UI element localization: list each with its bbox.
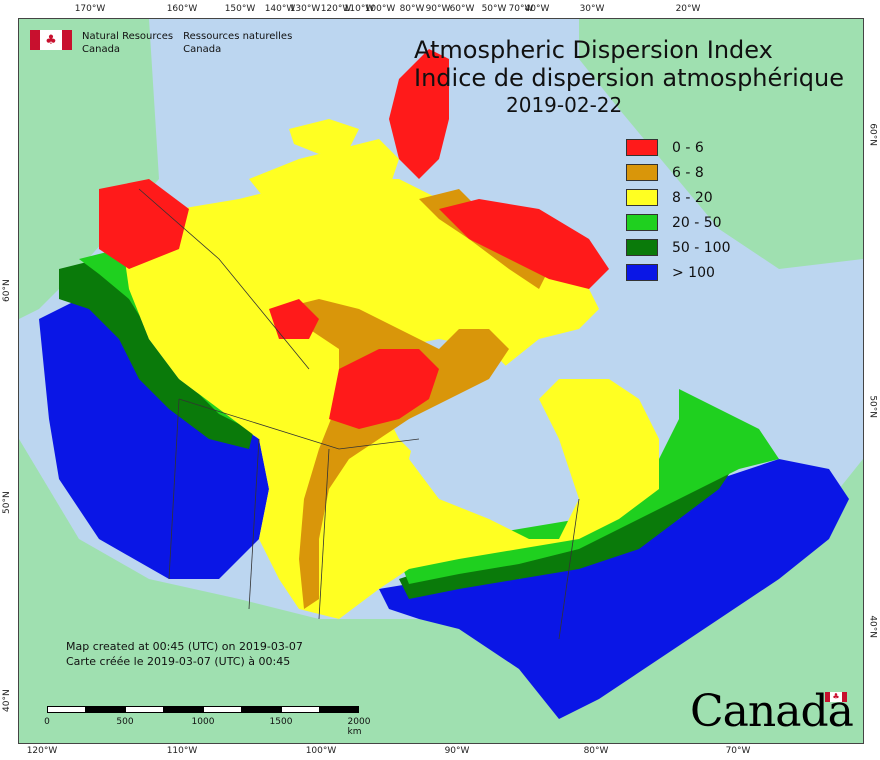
wordmark-flag-icon: ♣ (825, 692, 847, 702)
agency-fr-line2: Canada (183, 44, 222, 55)
zone-8-20-arctic-islands (249, 139, 399, 204)
graticule-label-bottom: 90°W (444, 746, 470, 756)
scale-segment (320, 706, 359, 713)
graticule-label-bottom: 120°W (26, 746, 58, 756)
graticule-label-left: 60°N (2, 279, 12, 302)
alaska-land (19, 19, 159, 319)
legend-item: > 100 (626, 260, 731, 285)
zone-0-6-kivalliq (269, 299, 319, 339)
agency-en-line1: Natural Resources (82, 31, 174, 42)
scale-bar: 0 500 1000 1500 2000 km (44, 706, 370, 737)
agency-name-fr: Ressources naturelles Canada (183, 30, 292, 56)
legend-swatch (626, 264, 658, 281)
legend-swatch (626, 239, 658, 256)
scale-segment (86, 706, 125, 713)
legend-label: 50 - 100 (672, 239, 731, 256)
greenland-land (579, 19, 863, 269)
graticule-label-right: 40°N (868, 615, 878, 638)
nrc-header: ♣ Natural Resources Canada Ressources na… (30, 30, 292, 56)
scale-segment (281, 706, 320, 713)
map-legend: 0 - 6 6 - 8 8 - 20 20 - 50 50 - 100 > 100 (626, 135, 731, 285)
map-title-block: Atmospheric Dispersion Index Indice de d… (414, 36, 874, 118)
zone-gt100-west (39, 299, 269, 579)
graticule-label-top: 80°W (399, 4, 425, 14)
map-title-en: Atmospheric Dispersion Index (414, 36, 773, 64)
graticule-label-top-extra: 110°W (343, 4, 375, 14)
graticule-label-right: 50°N (868, 395, 878, 418)
legend-label: > 100 (672, 264, 715, 281)
map-canvas (18, 18, 864, 744)
legend-label: 6 - 8 (672, 164, 704, 181)
scale-label: 1000 (191, 717, 215, 727)
graticule-label-bottom: 80°W (583, 746, 609, 756)
legend-item: 0 - 6 (626, 135, 731, 160)
graticule-label-top: 60°W (449, 4, 475, 14)
legend-label: 0 - 6 (672, 139, 704, 156)
scale-label: 500 (116, 717, 134, 727)
graticule-label-top: 160°W (166, 4, 198, 14)
legend-label: 20 - 50 (672, 214, 722, 231)
graticule-label-bottom: 110°W (166, 746, 198, 756)
zone-gt100-east (379, 459, 849, 719)
legend-item: 50 - 100 (626, 235, 731, 260)
legend-swatch (626, 139, 658, 156)
scale-label: 1500 (269, 717, 293, 727)
scale-segment (164, 706, 203, 713)
legend-item: 20 - 50 (626, 210, 731, 235)
zone-0-6-hudson (329, 349, 439, 429)
scale-segment (203, 706, 242, 713)
zone-8-20-archipelago-2 (289, 119, 359, 154)
legend-item: 8 - 20 (626, 185, 731, 210)
scale-segment (125, 706, 164, 713)
province-boundaries (138, 188, 580, 640)
graticule-label-right: 60°N (868, 123, 878, 146)
graticule-label-bottom: 100°W (305, 746, 337, 756)
scale-label: 2000 km (347, 717, 371, 737)
graticule-label-top: 140°W (264, 4, 296, 14)
canada-flag-icon: ♣ (30, 30, 72, 50)
scale-label: 0 (44, 717, 50, 727)
graticule-label-bottom: 70°W (725, 746, 751, 756)
graticule-label-left: 50°N (2, 491, 12, 514)
zone-6-8-central (279, 299, 509, 609)
graticule-label-top: 170°W (74, 4, 106, 14)
dispersion-map-svg (19, 19, 863, 743)
zone-0-6-yukon (99, 179, 189, 269)
map-credits: Map created at 00:45 (UTC) on 2019-03-07… (66, 639, 303, 669)
zone-50-100-west (59, 259, 254, 449)
agency-en-line2: Canada (82, 44, 121, 55)
scale-segment (47, 706, 86, 713)
graticule-label-top: 40°W (524, 4, 550, 14)
legend-item: 6 - 8 (626, 160, 731, 185)
usa-land (19, 439, 863, 743)
legend-swatch (626, 214, 658, 231)
scale-segment (242, 706, 281, 713)
graticule-label-top-extra: 70°W (508, 4, 534, 14)
legend-swatch (626, 164, 658, 181)
map-date: 2019-02-22 (506, 93, 623, 117)
graticule-label-top: 30°W (579, 4, 605, 14)
graticule-label-top: 100°W (364, 4, 396, 14)
graticule-label-top: 50°W (481, 4, 507, 14)
graticule-label-top-extra: 90°W (425, 4, 451, 14)
map-title-fr: Indice de dispersion atmosphérique (414, 64, 845, 92)
credit-en: Map created at 00:45 (UTC) on 2019-03-07 (66, 640, 303, 653)
graticule-label-top: 120°W (320, 4, 352, 14)
graticule-label-top: 20°W (675, 4, 701, 14)
graticule-label-top-extra: 130°W (289, 4, 321, 14)
legend-label: 8 - 20 (672, 189, 713, 206)
agency-name-en: Natural Resources Canada (82, 30, 173, 56)
graticule-label-top: 150°W (224, 4, 256, 14)
legend-swatch (626, 189, 658, 206)
graticule-label-left: 40°N (2, 689, 12, 712)
credit-fr: Carte créée le 2019-03-07 (UTC) à 00:45 (66, 655, 291, 668)
agency-fr-line1: Ressources naturelles (183, 31, 293, 42)
zone-0-6-ellesmere (389, 49, 449, 179)
zone-0-6-baffin (439, 199, 609, 289)
